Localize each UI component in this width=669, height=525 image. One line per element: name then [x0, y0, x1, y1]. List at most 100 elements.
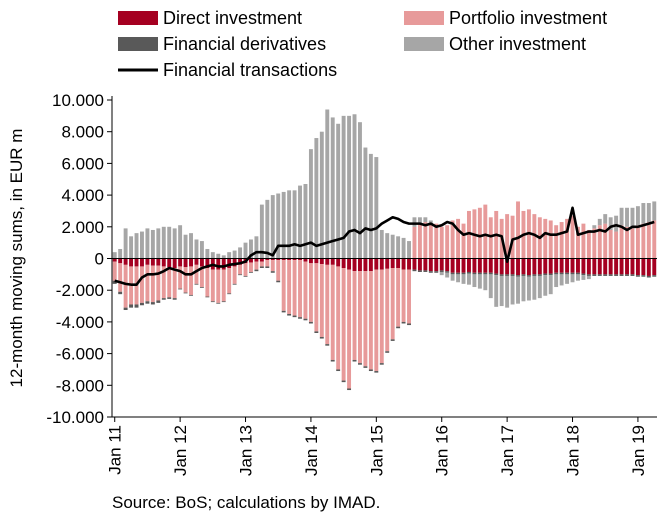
- bar-direct: [581, 258, 586, 274]
- bar-direct: [118, 258, 123, 264]
- bar-portfolio: [259, 261, 264, 267]
- bar-other: [352, 114, 357, 259]
- bar-derivatives: [608, 274, 613, 276]
- bar-direct: [281, 258, 286, 261]
- bar-other: [156, 228, 161, 259]
- bar-other: [145, 228, 150, 259]
- bar-direct: [554, 258, 559, 273]
- bar-derivatives: [199, 287, 204, 288]
- bar-portfolio: [417, 223, 422, 259]
- bar-direct: [428, 258, 433, 272]
- bar-other: [347, 115, 352, 259]
- bar-derivatives: [472, 272, 477, 275]
- bar-portfolio: [532, 214, 537, 259]
- bar-direct: [112, 258, 117, 262]
- bar-portfolio: [243, 263, 248, 276]
- bar-portfolio: [450, 220, 455, 259]
- y-tick-label: -8.000: [56, 376, 104, 395]
- legend-swatch-derivatives: [118, 37, 158, 51]
- bar-portfolio: [308, 263, 313, 322]
- bar-direct: [526, 258, 531, 276]
- bar-derivatives: [434, 271, 439, 273]
- bar-other: [265, 199, 270, 259]
- bar-direct: [319, 258, 324, 265]
- bar-direct: [434, 258, 439, 272]
- bar-portfolio: [287, 260, 292, 314]
- bar-derivatives: [325, 344, 330, 346]
- bar-other: [292, 190, 297, 259]
- bar-direct: [183, 258, 188, 268]
- bar-portfolio: [646, 222, 651, 259]
- bar-direct: [358, 258, 362, 272]
- bar-portfolio: [368, 271, 373, 370]
- bar-portfolio: [467, 210, 471, 259]
- bar-other: [281, 191, 286, 259]
- legend-swatch-other: [404, 37, 444, 51]
- bar-derivatives: [249, 271, 253, 273]
- y-tick-label: -10.000: [46, 408, 104, 427]
- bar-other: [270, 195, 275, 259]
- bar-portfolio: [210, 269, 215, 302]
- bar-direct: [347, 258, 352, 270]
- bar-derivatives: [243, 275, 248, 277]
- bar-direct: [521, 258, 526, 275]
- bar-derivatives: [336, 369, 341, 372]
- bar-direct: [308, 258, 313, 264]
- bar-direct: [597, 258, 602, 275]
- bar-direct: [488, 258, 493, 273]
- bar-other: [172, 228, 177, 259]
- bar-other: [374, 157, 379, 259]
- bar-direct: [407, 258, 411, 270]
- bar-other: [379, 229, 384, 259]
- bar-direct: [396, 258, 401, 269]
- bar-direct: [477, 258, 482, 273]
- bar-direct: [167, 258, 172, 268]
- bar-direct: [423, 258, 428, 271]
- bar-derivatives: [603, 274, 608, 276]
- bar-portfolio: [183, 267, 188, 293]
- bar-derivatives: [521, 274, 526, 276]
- bar-derivatives: [630, 274, 635, 276]
- bar-other: [385, 233, 390, 259]
- bar-direct: [548, 258, 553, 274]
- bar-portfolio: [347, 269, 352, 389]
- bar-other: [243, 242, 248, 259]
- bar-direct: [510, 258, 515, 275]
- bar-derivatives: [347, 388, 352, 391]
- bar-direct: [635, 258, 640, 276]
- bar-other: [554, 274, 559, 288]
- bar-other: [341, 115, 346, 259]
- legend-swatch-portfolio: [404, 11, 444, 25]
- bar-direct: [516, 258, 520, 276]
- bar-derivatives: [341, 380, 346, 383]
- bar-other: [254, 236, 259, 259]
- bar-direct: [259, 258, 264, 262]
- bar-portfolio: [439, 226, 444, 259]
- bar-other: [592, 225, 597, 229]
- bar-other: [603, 214, 608, 224]
- bar-other: [488, 274, 493, 299]
- bar-derivatives: [586, 274, 591, 276]
- bar-portfolio: [407, 269, 411, 324]
- bar-derivatives: [221, 301, 226, 303]
- bar-portfolio: [189, 266, 193, 295]
- bar-other: [118, 248, 123, 259]
- bar-other: [134, 233, 139, 259]
- bar-direct: [129, 258, 134, 267]
- bar-portfolio: [581, 223, 586, 259]
- bar-derivatives: [488, 272, 493, 275]
- bar-portfolio: [238, 264, 243, 275]
- bar-other: [635, 206, 640, 226]
- bar-other: [646, 203, 651, 223]
- bar-other: [510, 275, 515, 305]
- bar-portfolio: [586, 229, 591, 259]
- legend: Direct investment Portfolio investment Fin…: [118, 8, 607, 80]
- bar-portfolio: [652, 220, 657, 259]
- bar-derivatives: [161, 298, 166, 300]
- bar-other: [619, 207, 624, 226]
- bar-derivatives: [417, 270, 422, 272]
- bar-other: [189, 233, 193, 259]
- bar-derivatives: [379, 363, 384, 365]
- bar-portfolio: [270, 260, 275, 272]
- x-tick-label: Jan 17: [498, 425, 517, 476]
